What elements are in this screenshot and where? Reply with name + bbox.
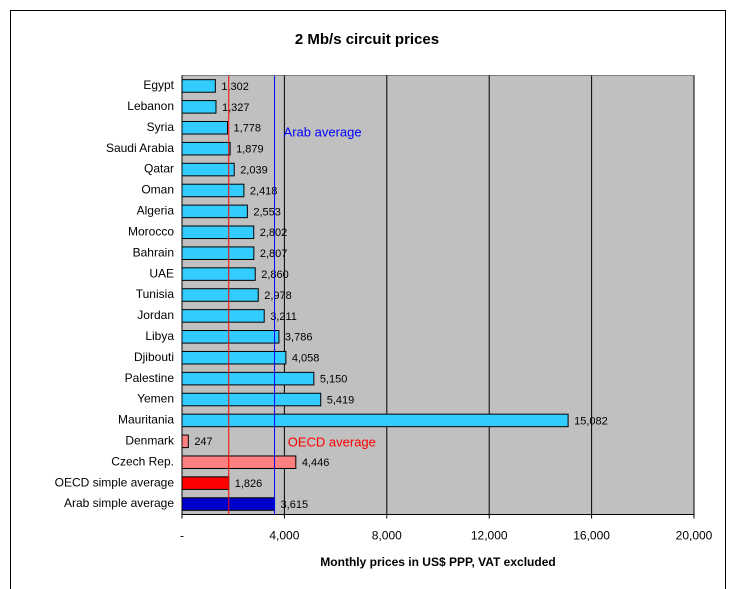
bar — [181, 267, 256, 281]
value-label: 1,826 — [235, 478, 263, 490]
value-label: 3,615 — [281, 499, 309, 511]
value-label: 1,778 — [234, 123, 262, 135]
x-tick-label: 16,000 — [573, 529, 610, 543]
y-tick-label: UAE — [149, 266, 174, 280]
y-tick-label: Oman — [141, 183, 174, 197]
y-tick-label: Lebanon — [127, 99, 174, 113]
y-tick-label: Algeria — [137, 204, 175, 218]
value-label: 1,879 — [236, 144, 264, 156]
x-tick-label: 20,000 — [676, 529, 713, 543]
value-label: 3,786 — [285, 332, 313, 344]
value-label: 3,211 — [270, 311, 297, 323]
bar — [181, 309, 265, 323]
value-label: 2,978 — [264, 290, 292, 302]
x-axis-label: Monthly prices in US$ PPP, VAT excluded — [320, 555, 555, 569]
value-label: 5,150 — [320, 374, 348, 386]
y-tick-label: Czech Rep. — [111, 454, 174, 468]
y-tick-label: Tunisia — [136, 287, 175, 301]
bar — [181, 141, 231, 156]
x-tick-label: 4,000 — [269, 529, 299, 543]
reference-label: Arab average — [284, 124, 362, 139]
bar — [181, 79, 216, 93]
value-label: 1,302 — [221, 81, 249, 93]
value-label: 4,058 — [292, 353, 320, 365]
y-tick-label: Bahrain — [133, 245, 174, 259]
value-label: 2,039 — [240, 164, 268, 176]
bar — [181, 183, 245, 198]
y-tick-label: Saudi Arabia — [106, 141, 174, 155]
bar — [181, 225, 255, 240]
value-label: 1,327 — [222, 102, 250, 114]
y-tick-label: Syria — [147, 120, 175, 134]
y-tick-label: Djibouti — [134, 350, 174, 364]
bar — [181, 204, 248, 219]
x-tick-label: - — [180, 529, 184, 543]
bar — [181, 434, 189, 449]
bar — [181, 455, 297, 470]
y-tick-label: Egypt — [143, 78, 174, 92]
y-tick-label: Morocco — [128, 224, 174, 238]
y-tick-label: OECD simple average — [55, 475, 175, 489]
y-tick-label: Mauritania — [118, 413, 174, 427]
value-label: 4,446 — [302, 457, 330, 469]
value-label: 2,553 — [253, 206, 281, 218]
y-tick-label: Arab simple average — [64, 496, 174, 510]
bar — [181, 413, 569, 428]
value-label: 2,418 — [250, 185, 278, 197]
chart-title: 2 Mb/s circuit prices — [295, 31, 439, 48]
value-label: 2,802 — [260, 227, 288, 239]
y-tick-label: Qatar — [144, 162, 174, 176]
bar — [181, 330, 280, 344]
y-tick-label: Palestine — [125, 371, 175, 385]
value-label: 2,807 — [260, 248, 288, 260]
bar — [181, 100, 217, 114]
value-label: 5,419 — [327, 394, 355, 406]
bar — [181, 371, 315, 386]
bar — [181, 476, 230, 490]
plot-area — [181, 75, 695, 515]
value-label: 15,082 — [574, 415, 608, 427]
value-label: 247 — [194, 436, 212, 448]
x-tick-label: 8,000 — [372, 529, 402, 543]
y-tick-label: Yemen — [137, 392, 174, 406]
y-tick-label: Jordan — [137, 308, 174, 322]
bar — [181, 120, 229, 135]
bar — [181, 350, 287, 365]
y-tick-label: Denmark — [125, 434, 175, 448]
x-tick-label: 12,000 — [471, 529, 508, 543]
y-tick-label: Libya — [145, 329, 174, 343]
bar — [181, 392, 322, 407]
reference-label: OECD average — [288, 434, 376, 449]
bar — [181, 246, 255, 260]
bar — [181, 288, 259, 302]
bar — [181, 162, 235, 177]
